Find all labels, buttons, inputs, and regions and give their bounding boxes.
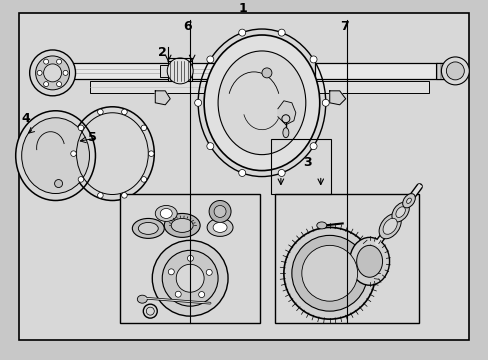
Ellipse shape	[402, 194, 414, 208]
Ellipse shape	[309, 143, 316, 150]
Bar	[270, 139, 330, 194]
Ellipse shape	[206, 143, 213, 150]
Ellipse shape	[441, 57, 468, 85]
Ellipse shape	[78, 177, 83, 182]
Ellipse shape	[446, 62, 464, 80]
Ellipse shape	[16, 111, 95, 201]
Ellipse shape	[160, 208, 172, 219]
Ellipse shape	[214, 206, 225, 217]
Polygon shape	[329, 91, 345, 105]
Polygon shape	[277, 101, 295, 125]
Text: 1: 1	[238, 1, 247, 15]
Ellipse shape	[164, 213, 200, 237]
Ellipse shape	[167, 58, 193, 84]
Bar	[56, 63, 217, 79]
Ellipse shape	[349, 237, 389, 285]
Bar	[435, 63, 464, 79]
Bar	[168, 61, 192, 81]
Text: 2: 2	[158, 46, 166, 59]
Text: 5: 5	[87, 131, 96, 144]
Polygon shape	[155, 91, 170, 105]
Ellipse shape	[218, 51, 305, 155]
Ellipse shape	[57, 59, 61, 64]
Ellipse shape	[309, 56, 316, 63]
Ellipse shape	[98, 193, 103, 198]
Ellipse shape	[238, 170, 245, 176]
Ellipse shape	[262, 68, 271, 78]
Ellipse shape	[291, 235, 367, 311]
Bar	[120, 194, 260, 323]
Ellipse shape	[162, 250, 218, 306]
Bar	[314, 63, 444, 79]
Ellipse shape	[175, 291, 181, 297]
Ellipse shape	[203, 35, 319, 171]
Text: 3: 3	[303, 156, 311, 169]
Ellipse shape	[21, 118, 89, 194]
Ellipse shape	[122, 193, 127, 198]
Ellipse shape	[391, 202, 408, 222]
Ellipse shape	[37, 71, 42, 75]
Ellipse shape	[148, 151, 154, 157]
Ellipse shape	[43, 82, 48, 87]
Bar	[90, 81, 235, 93]
Ellipse shape	[194, 99, 201, 106]
Ellipse shape	[55, 180, 62, 188]
Text: 4: 4	[21, 112, 30, 125]
Ellipse shape	[122, 109, 127, 115]
Ellipse shape	[141, 177, 146, 182]
Ellipse shape	[176, 264, 203, 292]
Ellipse shape	[378, 214, 400, 239]
Ellipse shape	[406, 198, 410, 203]
Ellipse shape	[281, 115, 289, 123]
Ellipse shape	[278, 170, 285, 176]
Ellipse shape	[152, 240, 227, 316]
Ellipse shape	[207, 219, 233, 237]
Ellipse shape	[209, 201, 230, 222]
Ellipse shape	[57, 82, 61, 87]
Ellipse shape	[137, 295, 147, 303]
Ellipse shape	[382, 218, 396, 234]
Ellipse shape	[322, 99, 328, 106]
Ellipse shape	[155, 206, 177, 221]
Bar	[314, 81, 428, 93]
Ellipse shape	[187, 255, 193, 261]
Ellipse shape	[282, 128, 288, 138]
Ellipse shape	[138, 222, 158, 234]
Ellipse shape	[132, 219, 164, 238]
Ellipse shape	[213, 222, 226, 233]
Text: 6: 6	[183, 19, 191, 32]
Ellipse shape	[171, 219, 193, 233]
Ellipse shape	[238, 29, 245, 36]
Ellipse shape	[36, 56, 69, 90]
Ellipse shape	[78, 125, 83, 131]
Ellipse shape	[198, 292, 204, 297]
Ellipse shape	[278, 29, 285, 36]
Ellipse shape	[301, 246, 357, 301]
Ellipse shape	[63, 71, 68, 75]
Bar	[160, 65, 168, 77]
Ellipse shape	[284, 228, 375, 319]
Ellipse shape	[395, 207, 405, 217]
Ellipse shape	[30, 50, 75, 96]
Ellipse shape	[206, 269, 212, 275]
Ellipse shape	[43, 64, 61, 82]
Text: 7: 7	[340, 19, 348, 32]
Ellipse shape	[98, 109, 103, 115]
Ellipse shape	[316, 222, 326, 229]
Ellipse shape	[168, 269, 174, 275]
Ellipse shape	[43, 59, 48, 64]
Ellipse shape	[141, 125, 146, 131]
Ellipse shape	[71, 151, 76, 157]
Ellipse shape	[206, 56, 213, 63]
Ellipse shape	[356, 246, 382, 277]
Bar	[274, 194, 419, 323]
